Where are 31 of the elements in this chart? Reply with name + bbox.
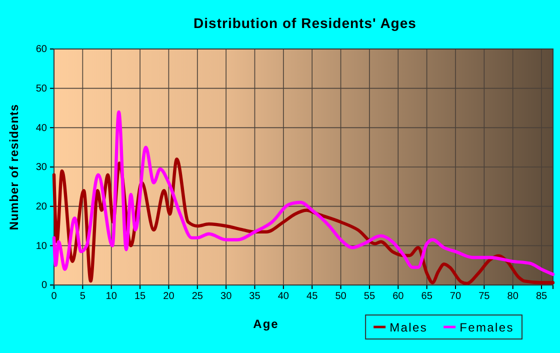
x-tick-label: 60	[392, 291, 404, 302]
legend-label: Males	[390, 320, 428, 334]
x-tick-label: 0	[51, 291, 58, 302]
x-axis-title: Age	[253, 317, 279, 331]
y-axis-title: Number of residents	[7, 104, 21, 230]
y-tick-label: 10	[36, 240, 48, 252]
y-tick-label: 40	[36, 122, 48, 134]
legend-label: Females	[460, 320, 514, 334]
y-tick-label: 50	[36, 84, 48, 95]
x-tick-label: 55	[364, 291, 376, 302]
x-tick-label: 10	[106, 291, 118, 302]
x-tick-label: 5	[80, 291, 86, 302]
x-tick-label: 70	[450, 291, 462, 302]
x-tick-label: 15	[134, 291, 146, 302]
x-tick-label: 20	[163, 291, 175, 302]
x-tick-label: 65	[421, 291, 433, 302]
line-series	[52, 110, 555, 276]
x-tick-label: 85	[536, 291, 548, 302]
x-tick-label: 25	[192, 291, 204, 302]
x-tick-label: 80	[507, 291, 519, 302]
y-tick-label: 30	[36, 162, 48, 174]
x-tick-label: 40	[278, 291, 290, 302]
x-tick-label: 50	[335, 291, 347, 302]
x-tick-label: 30	[220, 291, 232, 302]
x-tick-label: 45	[306, 291, 318, 302]
chart-title: Distribution of Residents' Ages	[194, 15, 416, 31]
y-tick-label: 20	[36, 202, 48, 213]
y-tick-label: 60	[36, 44, 48, 56]
x-tick-label: 35	[249, 291, 261, 302]
y-tick-label: 0	[41, 280, 48, 292]
x-tick-label: 75	[478, 291, 490, 302]
